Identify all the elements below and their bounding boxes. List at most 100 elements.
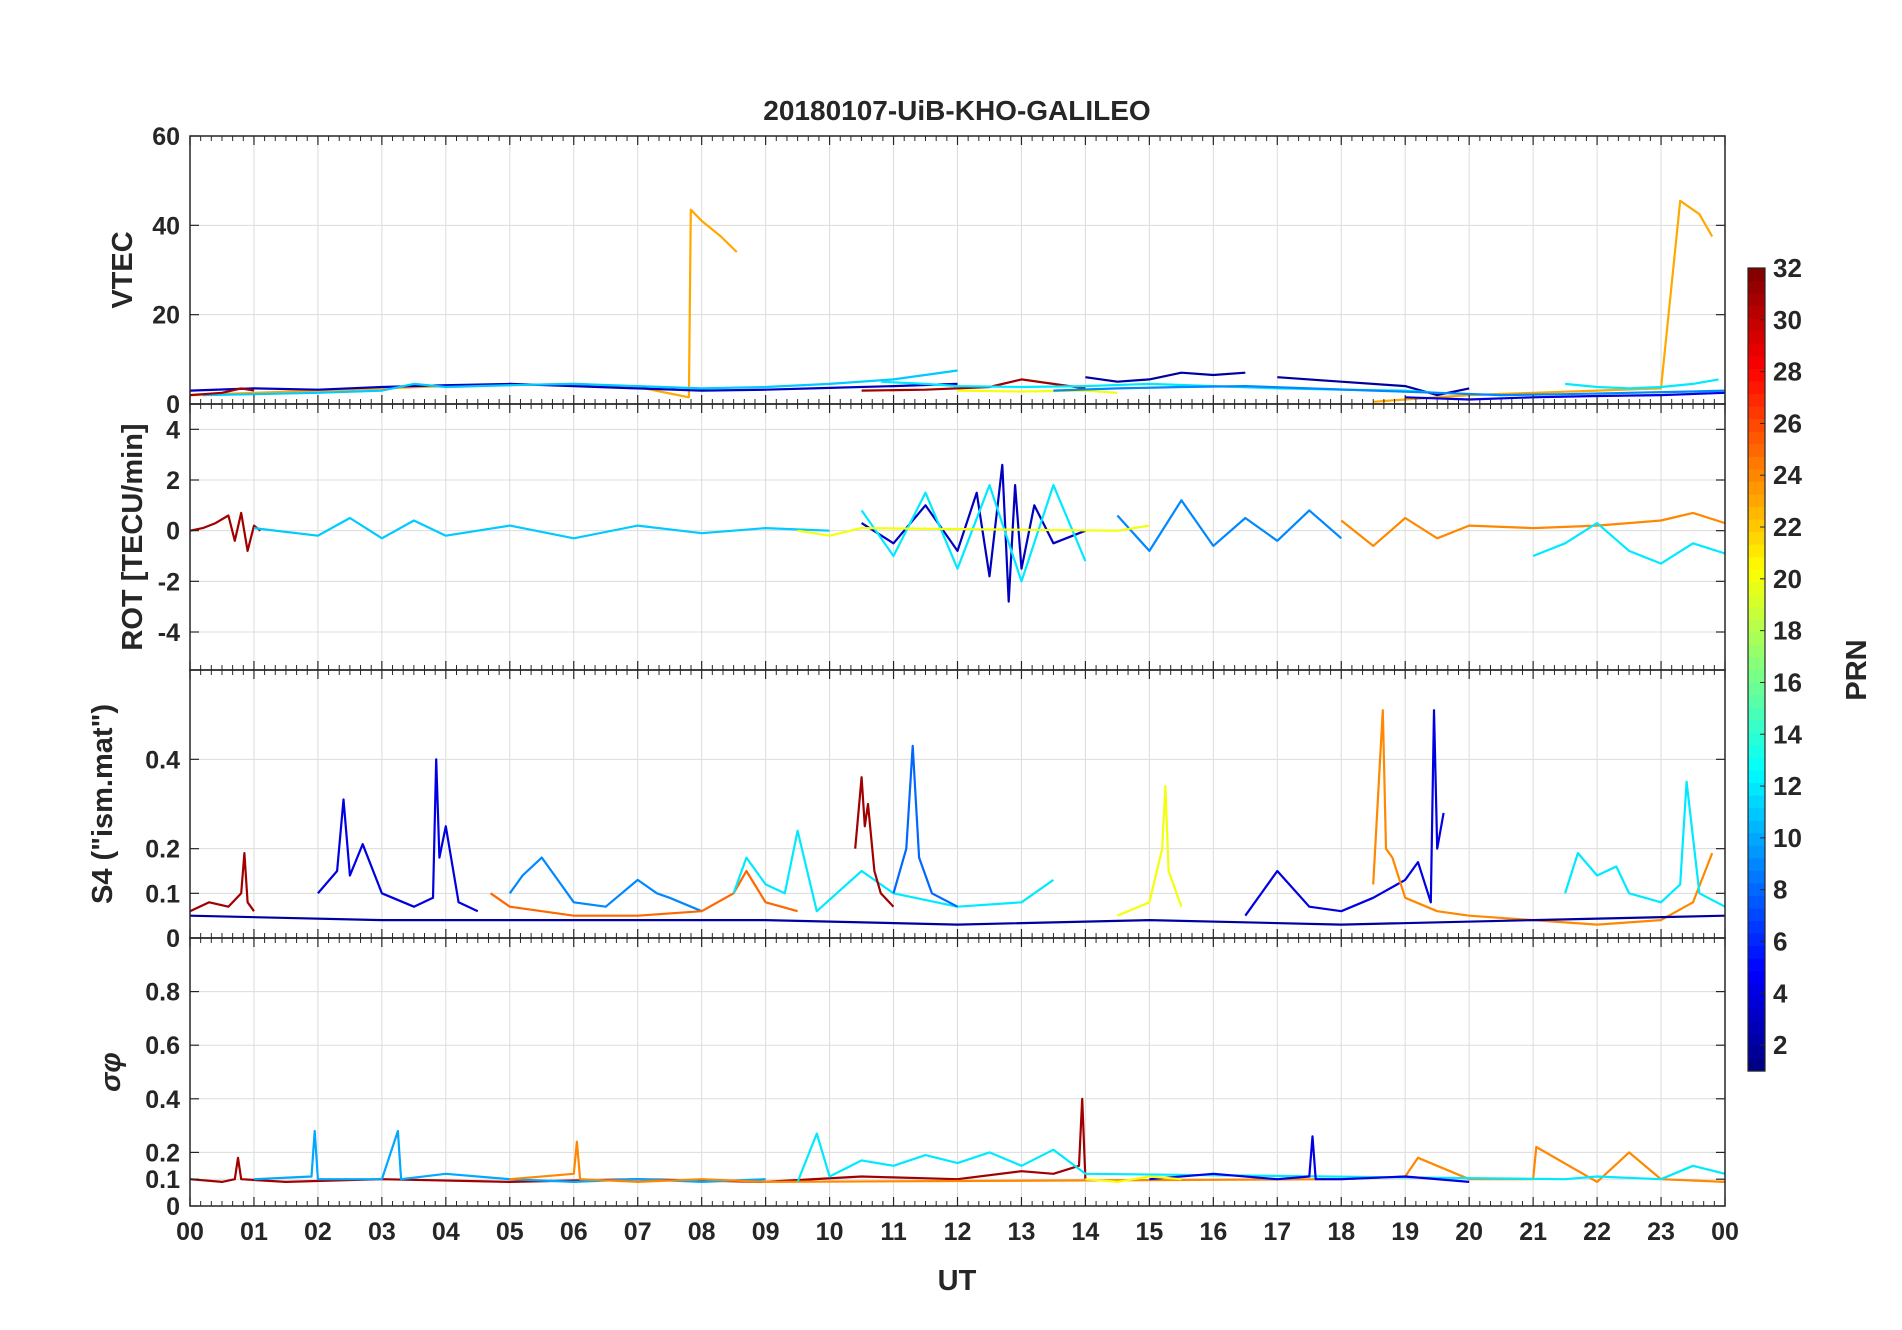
series-line-prn-9 — [1053, 385, 1725, 397]
colorbar-segment — [1748, 644, 1765, 658]
series-line-prn-3 — [190, 382, 958, 392]
x-tick-label: 20 — [1455, 1218, 1483, 1246]
colorbar-segment — [1748, 719, 1765, 733]
colorbar-segment — [1748, 406, 1765, 420]
colorbar-segment — [1748, 682, 1765, 696]
x-tick-labels: 00 01 02 03 04 05 06 07 08 09 10 11 12 13 14 15 16 17 18 19… — [176, 1218, 1739, 1246]
series-line-prn-24 — [1340, 511, 1725, 548]
series-line-prn-8 — [892, 744, 959, 908]
colorbar-tick-label: 14 — [1773, 719, 1802, 749]
rot-series — [190, 463, 1725, 603]
series-line-prn-23 — [190, 208, 738, 399]
y-tick-label: 40 — [152, 212, 180, 240]
y-tick-label: 0.2 — [145, 836, 180, 864]
vtec-ticks: 0 20 40 60 — [152, 123, 1726, 419]
y-tick-label: 0.2 — [145, 1139, 180, 1167]
y-tick-label: 0.6 — [145, 1032, 180, 1060]
panel-rot: -4 -2 0 2 4 ROT [TECU/min] — [117, 403, 1726, 671]
colorbar-segment — [1748, 531, 1765, 545]
colorbar-tick-label: 2 — [1773, 1030, 1787, 1060]
y-tick-label: 20 — [152, 302, 180, 330]
sigma-ylabel: σφ — [95, 1052, 127, 1092]
y-tick-label: 0.1 — [145, 1166, 180, 1194]
colorbar-segment — [1748, 481, 1765, 495]
series-line-prn-31 — [190, 851, 255, 913]
series-line-prn-2 — [1085, 371, 1246, 383]
series-line-prn-31 — [854, 776, 895, 908]
colorbar-segment — [1748, 1033, 1765, 1047]
colorbar-segment — [1748, 983, 1765, 997]
colorbar-segment — [1748, 769, 1765, 784]
series-line-prn-12 — [732, 829, 1055, 913]
series-line-prn-20 — [957, 389, 1118, 394]
series-line-prn-20 — [1085, 1175, 1182, 1184]
vtec-ylabel: VTEC — [107, 231, 139, 308]
s4-grid — [190, 670, 1725, 939]
colorbar-segment — [1748, 293, 1765, 307]
x-tick-label: 15 — [1135, 1218, 1163, 1246]
s4-ylabel: S4 ("ism.mat") — [87, 704, 119, 904]
colorbar-segment — [1748, 368, 1765, 382]
y-tick-label: 0 — [166, 1193, 180, 1221]
colorbar-segment — [1748, 380, 1765, 395]
colorbar-segment — [1748, 845, 1765, 859]
colorbar-segment — [1748, 882, 1765, 896]
colorbar-segment — [1748, 744, 1765, 758]
colorbar-label: PRN — [1841, 639, 1873, 700]
s4-ticks: 0 0.1 0.2 0.4 — [145, 670, 1726, 953]
colorbar-segment — [1748, 820, 1765, 834]
x-tick-label: 12 — [944, 1218, 972, 1246]
colorbar-segment — [1748, 807, 1765, 821]
series-line-prn-24 — [509, 1140, 1725, 1184]
colorbar-segment — [1748, 506, 1765, 520]
series-line-prn-31 — [190, 511, 262, 553]
colorbar-segment — [1748, 318, 1765, 332]
colorbar-segment — [1748, 932, 1765, 947]
vtec-series — [190, 199, 1725, 403]
colorbar-tick-label: 26 — [1773, 408, 1802, 438]
series-line-prn-11 — [253, 516, 830, 540]
colorbar-tick-label: 22 — [1773, 512, 1802, 542]
sigma-series — [190, 1097, 1725, 1184]
y-tick-label: 0.8 — [145, 979, 180, 1007]
colorbar-segment — [1748, 1058, 1765, 1072]
colorbar-tick-label: 18 — [1773, 616, 1802, 646]
x-tick-label: 00 — [1711, 1218, 1739, 1246]
x-tick-label: 11 — [880, 1218, 907, 1246]
colorbar-segment — [1748, 945, 1765, 959]
x-tick-label: 00 — [176, 1218, 204, 1246]
colorbar-segment — [1748, 418, 1765, 432]
colorbar-segment — [1748, 732, 1765, 746]
colorbar-segment — [1748, 355, 1765, 369]
rot-grid — [190, 404, 1725, 670]
colorbar-segment — [1748, 782, 1765, 796]
series-line-prn-2 — [190, 914, 1725, 926]
x-tick-label: 07 — [624, 1218, 652, 1246]
colorbar-segment — [1748, 631, 1765, 646]
y-tick-label: 0 — [166, 925, 180, 953]
colorbar-segment — [1748, 305, 1765, 319]
series-line-prn-10 — [253, 1129, 766, 1184]
colorbar-segment — [1748, 431, 1765, 445]
colorbar-segment — [1748, 443, 1765, 457]
series-line-prn-12 — [1564, 780, 1725, 908]
colorbar-segment — [1748, 857, 1765, 871]
colorbar-segment — [1748, 669, 1765, 683]
colorbar-segment — [1748, 606, 1765, 620]
x-tick-label: 17 — [1263, 1218, 1291, 1246]
colorbar-frame — [1747, 267, 1766, 1072]
y-tick-label: 0 — [166, 391, 180, 419]
colorbar-tick-label: 6 — [1773, 926, 1787, 956]
colorbar-tick-label: 8 — [1773, 875, 1787, 905]
series-line-prn-9 — [1116, 499, 1343, 553]
series-line-prn-12 — [860, 484, 1087, 583]
series-line-prn-20 — [1116, 784, 1183, 917]
y-tick-label: 0.4 — [145, 746, 180, 774]
x-tick-label: 22 — [1583, 1218, 1611, 1246]
x-tick-label: 04 — [432, 1218, 460, 1246]
colorbar-segment — [1748, 569, 1765, 583]
colorbar-segment — [1748, 794, 1765, 809]
colorbar-tick-label: 32 — [1773, 253, 1802, 283]
